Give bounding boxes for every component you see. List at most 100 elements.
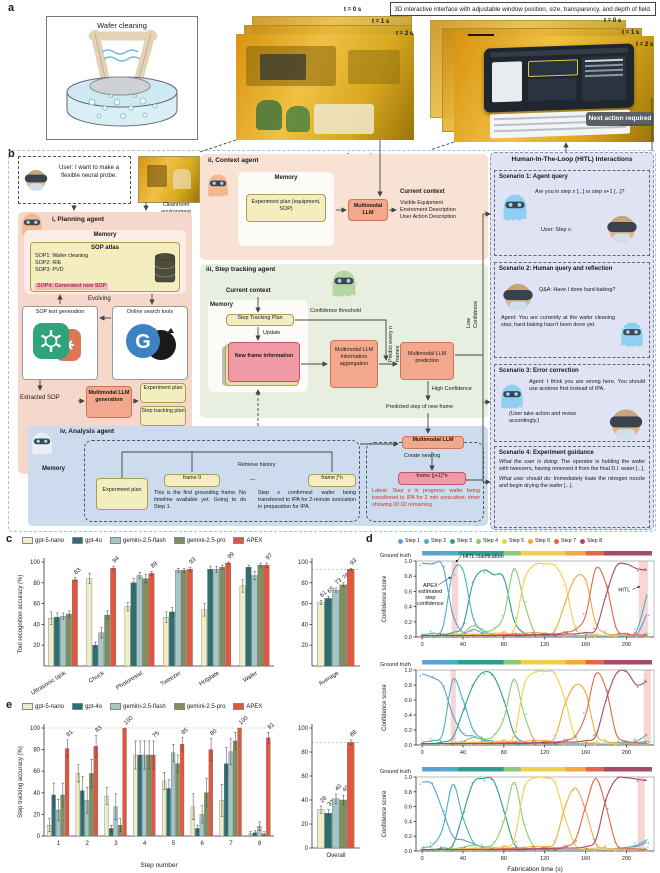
legend-models-c: gpt-5-nano gpt-4o gemini-2.5-flash gemini-2… bbox=[22, 537, 262, 544]
svg-text:Confidence score: Confidence score bbox=[382, 790, 388, 837]
svg-text:100: 100 bbox=[30, 726, 41, 732]
hitl-title: Human-In-The-Loop (HITL) Interactions bbox=[511, 156, 633, 163]
svg-text:200: 200 bbox=[622, 750, 631, 756]
legend-item: gemini-2.5-flash bbox=[110, 537, 166, 544]
svg-text:0.6: 0.6 bbox=[404, 805, 412, 811]
scenario-3-user-icon bbox=[609, 409, 643, 440]
svg-text:Tool recognition accuracy (%): Tool recognition accuracy (%) bbox=[18, 575, 24, 654]
legend-item: APEX bbox=[233, 703, 262, 710]
scenario-3-note-text: (User take action and revise accordingly… bbox=[509, 411, 577, 425]
svg-text:33: 33 bbox=[327, 799, 336, 808]
analysis-memory-label: Memory bbox=[42, 466, 66, 472]
step-tracking-plan-box: Step tracking plan bbox=[140, 406, 186, 426]
svg-text:Ground truth: Ground truth bbox=[380, 553, 411, 559]
svg-text:80: 80 bbox=[33, 748, 40, 754]
sop-item-4: SOP4: Generated new SOP bbox=[35, 282, 109, 290]
frame-j1n-caption: Latest: Step x in progress: wafer being … bbox=[372, 488, 480, 509]
user-headset-icon bbox=[24, 169, 48, 191]
svg-text:200: 200 bbox=[622, 856, 631, 862]
svg-text:94: 94 bbox=[112, 555, 121, 564]
svg-text:HITL: HITL bbox=[618, 587, 630, 593]
svg-text:0.6: 0.6 bbox=[404, 698, 412, 704]
svg-text:step: step bbox=[425, 595, 435, 601]
scenario-2-question-text: Q&A: Have I done hard-baking? bbox=[539, 287, 616, 293]
wafer-cleaning-illustration: Wafer cleaning bbox=[46, 16, 198, 140]
svg-text:Wafer: Wafer bbox=[242, 671, 259, 684]
sop-item-3: SOP3: PVD bbox=[35, 266, 64, 273]
svg-text:0.8: 0.8 bbox=[404, 790, 412, 796]
svg-text:91: 91 bbox=[267, 721, 276, 730]
scenario-2-title: Scenario 2: Human query and reflection bbox=[499, 266, 613, 272]
svg-text:7: 7 bbox=[229, 841, 233, 847]
svg-text:Step tracking accuracy (%): Step tracking accuracy (%) bbox=[18, 746, 24, 818]
svg-text:5: 5 bbox=[172, 841, 176, 847]
svg-text:20: 20 bbox=[33, 643, 40, 649]
tool-accuracy-chart: 20 40 60 80 100 Tool recognition accuracy (%)… bbox=[18, 551, 275, 697]
sop-item-1: SOP1: Wafer cleaning bbox=[35, 252, 89, 259]
confidence-chart-3: Ground truth 0.0 0.2 0.4 0.6 0.8 1.0 0 40 80 120 16… bbox=[380, 767, 655, 873]
panel-b-label: b bbox=[8, 148, 15, 160]
experiment-plan-box: Experiment plan bbox=[140, 383, 186, 403]
svg-text:120: 120 bbox=[540, 856, 549, 862]
scenario-3-ghost-icon bbox=[501, 384, 523, 409]
scenario-4-doing-label: What the user is doing: bbox=[499, 458, 559, 465]
svg-text:60: 60 bbox=[33, 602, 40, 608]
scenario-2-ghost-icon bbox=[621, 322, 643, 347]
svg-text:75: 75 bbox=[152, 730, 161, 739]
planning-title: i, Planning agent bbox=[52, 216, 105, 223]
legend-item: gemini-2.5-flash bbox=[110, 703, 166, 710]
next-action-badge: Next action required bbox=[586, 112, 654, 127]
svg-text:Ground truth: Ground truth bbox=[380, 662, 411, 668]
svg-text:61: 61 bbox=[319, 590, 328, 599]
svg-text:100: 100 bbox=[123, 715, 135, 727]
legend-item: Step 3 bbox=[450, 538, 472, 544]
svg-text:89: 89 bbox=[150, 560, 159, 569]
confidence-chart-2: Ground truth 0.0 0.2 0.4 0.6 0.8 1.0 0 40 80 120 16… bbox=[380, 660, 655, 756]
predicted-step-label: Predicted step of new frame bbox=[386, 404, 454, 410]
svg-text:40: 40 bbox=[460, 642, 466, 648]
llm-logos-icon bbox=[33, 323, 81, 361]
svg-text:80: 80 bbox=[501, 642, 507, 648]
svg-text:Overall: Overall bbox=[326, 853, 345, 859]
svg-text:40: 40 bbox=[460, 750, 466, 756]
panel-e-label: e bbox=[6, 699, 13, 711]
svg-text:4: 4 bbox=[143, 841, 147, 847]
svg-text:0.2: 0.2 bbox=[404, 728, 412, 734]
svg-text:Fabrication time (s): Fabrication time (s) bbox=[507, 866, 563, 873]
context-mllm-box: Multimodal LLM bbox=[348, 199, 388, 221]
svg-text:Hotplate: Hotplate bbox=[198, 670, 221, 687]
analysis-experiment-plan-box: Experiment plan bbox=[96, 478, 148, 510]
sop-atlas-title: SOP atlas bbox=[91, 245, 119, 251]
scenario-4-doing: What the user is doing: The operator is … bbox=[499, 458, 645, 472]
legend-item: Step 4 bbox=[476, 538, 498, 544]
mllm-prediction-box: Multimodal LLM prediction bbox=[400, 342, 454, 380]
svg-text:40: 40 bbox=[33, 622, 40, 628]
svg-text:60: 60 bbox=[33, 769, 40, 775]
scenario-3-title: Scenario 3: Error correction bbox=[499, 368, 579, 374]
svg-text:Step number: Step number bbox=[140, 862, 178, 869]
frame0-caption: This is the first grounding frame. No ti… bbox=[154, 490, 246, 511]
ar-photo-frame-0 bbox=[454, 36, 654, 142]
frame-jn-caption: Step x confirmed: wafer being transferre… bbox=[258, 490, 356, 511]
confidence-chart-1: Ground truth 0.0 0.2 0.4 0.6 0.8 1.0 0 40 80 120 16… bbox=[380, 551, 655, 648]
frame0-box: frame 0 bbox=[164, 474, 220, 487]
svg-text:8: 8 bbox=[258, 841, 262, 847]
extracted-sop-label: Extracted SOP bbox=[20, 395, 60, 401]
user-query-text: User: I want to make a flexible neural p… bbox=[58, 165, 120, 179]
scenario-1-agent-text: Are you in step x [...] or step x+1 [...… bbox=[535, 189, 625, 195]
legend-item: gpt-4o bbox=[72, 537, 102, 544]
scenario-4-box: Scenario 4: Experiment guidance What the… bbox=[494, 446, 650, 528]
planning-memory-label: Memory bbox=[93, 232, 117, 238]
svg-text:0: 0 bbox=[421, 750, 424, 756]
legend-models-e: gpt-5-nano gpt-4o gemini-2.5-flash gemini-2… bbox=[22, 703, 262, 710]
svg-text:0.8: 0.8 bbox=[404, 574, 412, 580]
legend-item: Step 6 bbox=[528, 538, 550, 544]
timestamp-right-2: t = 2 s bbox=[636, 42, 654, 48]
svg-text:100: 100 bbox=[298, 560, 309, 566]
scenario-1-box: Scenario 1: Agent query Are you in step … bbox=[494, 170, 650, 256]
svg-text:80: 80 bbox=[301, 581, 308, 587]
legend-item: Step 7 bbox=[554, 538, 576, 544]
timestamp-mid-0: t = 0 s bbox=[344, 7, 362, 13]
